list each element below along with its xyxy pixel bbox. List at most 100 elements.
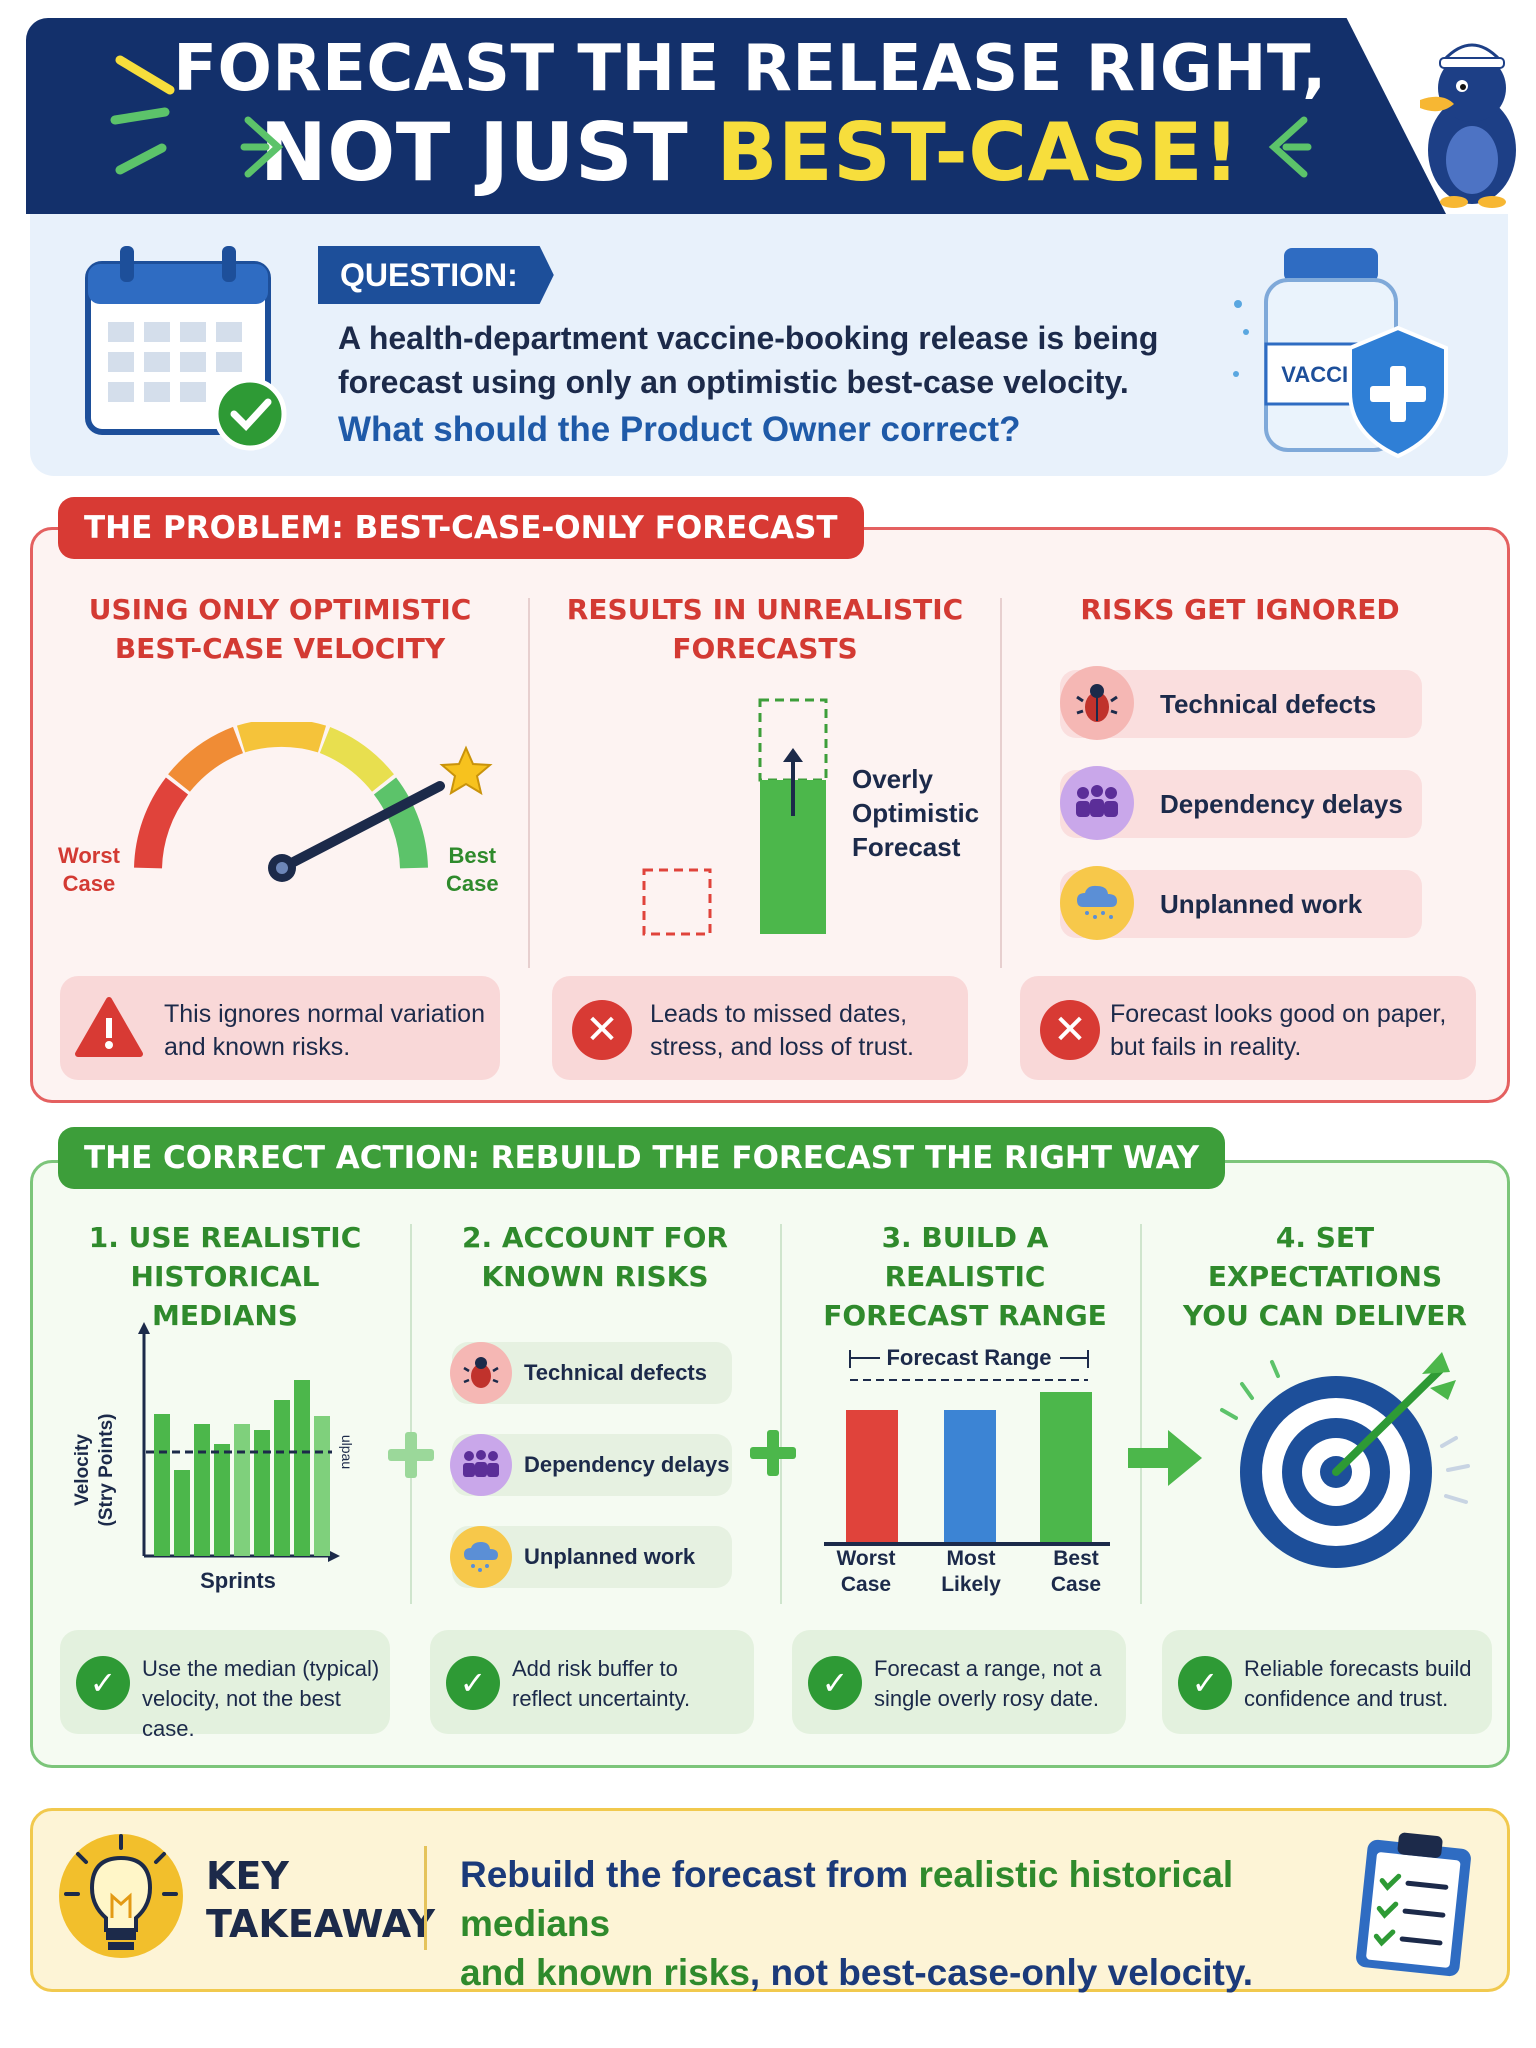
problem-col3-heading: RISKS GET IGNORED [1080,593,1400,626]
title-plain: NOT JUST [259,106,717,199]
check-icon: ✓ [76,1656,130,1710]
bug-icon [1060,666,1134,740]
median-label: ulpau [339,1435,355,1469]
best-case-label: Best Case [446,842,499,898]
x-axis-label: Sprints [200,1568,276,1593]
note-text: Use the median (typical) velocity, not t… [142,1654,390,1744]
note-line: Use the median (typical) [142,1656,380,1681]
divider [410,1224,412,1604]
tick-label-most-likely: Most Likely [931,1546,1011,1598]
plus-icon [388,1432,434,1478]
best-case-bar [1040,1392,1092,1544]
heading-line: 2. ACCOUNT FOR [462,1221,728,1254]
note-text: Leads to missed dates, stress, and loss … [650,998,914,1064]
sparkle-icon [110,55,175,175]
note-line: confidence and trust. [1244,1686,1449,1711]
key-takeaway-label: KEY TAKEAWAY [206,1852,435,1948]
check-icon: ✓ [808,1656,862,1710]
question-label: QUESTION: [318,246,554,304]
people-group-icon [1060,766,1134,840]
page-title-line2: NOT JUST BEST-CASE! [0,106,1500,199]
divider [780,1224,782,1604]
divider [424,1846,427,1950]
heading-line: 1. USE REALISTIC [88,1221,362,1254]
check-icon: ✓ [1178,1656,1232,1710]
label-line: Best [448,843,497,868]
question-ask: What should the Product Owner correct? [338,410,1021,449]
note-line: velocity, not the best case. [142,1686,341,1741]
tick-line: Most [946,1547,996,1570]
y-axis-label-line2: (Stry Points) [96,1414,117,1527]
chevron-right-icon [240,116,284,178]
divider [528,598,530,968]
velocity-bars [154,1380,330,1556]
header-banner [26,18,1446,214]
note-line: This ignores normal variation [164,1000,485,1028]
x-icon: ✕ [1040,1000,1100,1060]
divider [1000,598,1002,968]
note-text: Reliable forecasts build confidence and … [1244,1654,1471,1714]
takeaway-highlight: realistic historical medians [460,1854,1234,1944]
y-axis-label-line1: Velocity [72,1434,93,1506]
check-icon: ✓ [446,1656,500,1710]
note-line: and known risks. [164,1033,351,1061]
forecast-range-label: Forecast Range [886,1345,1051,1370]
label-line: Forecast [852,832,961,862]
key-takeaway-text: Rebuild the forecast from realistic hist… [460,1850,1340,1997]
action-section-title: THE CORRECT ACTION: REBUILD THE FORECAST… [58,1127,1226,1189]
risk-label: Unplanned work [1160,888,1363,919]
risk-label: Unplanned work [524,1544,696,1569]
note-line: stress, and loss of trust. [650,1033,914,1061]
step4-heading: 4. SET EXPECTATIONS YOU CAN DELIVER [1160,1218,1490,1335]
risk-label: Dependency delays [1160,788,1403,819]
worst-case-label: Worst Case [58,842,120,898]
step3-note: ✓ Forecast a range, not a single overly … [792,1630,1126,1734]
problem-section-title: THE PROBLEM: BEST-CASE-ONLY FORECAST [58,497,864,559]
problem-note-3: ✕ Forecast looks good on paper, but fail… [1020,976,1476,1080]
question-text: A health-department vaccine-booking rele… [338,316,1218,452]
note-line: but fails in reality. [1110,1033,1302,1061]
note-line: Reliable forecasts build [1244,1656,1472,1681]
heading-line: KNOWN RISKS [481,1260,709,1293]
page-title-line1: FORECAST THE RELEASE RIGHT, [173,32,1327,106]
heading-line: USING ONLY OPTIMISTIC [88,593,472,626]
question-body: A health-department vaccine-booking rele… [338,320,1159,400]
problem-col2-heading: RESULTS IN UNREALISTIC FORECASTS [555,590,975,668]
calendar-icon [85,246,287,451]
forecast-range-chart: Forecast Range [824,1345,1110,1546]
label-line: Overly [852,764,933,794]
note-line: Forecast a range, not a [874,1656,1102,1681]
heading-line: 4. SET EXPECTATIONS [1207,1221,1443,1293]
note-text: This ignores normal variation and known … [164,998,485,1064]
people-group-icon [450,1434,512,1496]
step1-heading: 1. USE REALISTIC HISTORICAL MEDIANS [60,1218,390,1335]
heading-line: FORECASTS [672,632,858,665]
takeaway-text-part: , not best-case-only velocity. [749,1952,1253,1993]
x-icon: ✕ [572,1000,632,1060]
tick-label-best: Best Case [1036,1546,1116,1598]
step1-note: ✓ Use the median (typical) velocity, not… [60,1630,390,1741]
note-text: Forecast looks good on paper, but fails … [1110,998,1446,1064]
problem-col1-heading: USING ONLY OPTIMISTIC BEST-CASE VELOCITY [60,590,500,668]
label-line: TAKEAWAY [206,1902,435,1946]
forecast-range-axis-labels: Worst Case Most Likely Best Case [826,1546,1116,1598]
step2-note: ✓ Add risk buffer to reflect uncertainty… [430,1630,754,1734]
plus-icon [750,1430,796,1476]
step3-heading: 3. BUILD A REALISTIC FORECAST RANGE [800,1218,1130,1335]
risk-label: Technical defects [524,1360,707,1385]
tick-line: Case [840,1573,892,1596]
heading-line: HISTORICAL MEDIANS [130,1260,320,1332]
note-line: Add risk buffer to [512,1656,678,1681]
velocity-bar-chart: Velocity (Stry Points) ulpau Sprints [72,1322,355,1593]
storm-cloud-icon [450,1526,512,1588]
risk-label: Dependency delays [524,1452,730,1477]
heading-line: YOU CAN DELIVER [1183,1299,1467,1332]
optimistic-bar-icon [642,698,828,936]
duck-mascot-icon [1420,43,1516,208]
lightbulb-icon [59,1834,183,1958]
tick-label-worst: Worst Case [826,1546,906,1598]
vaccine-shield-icon: VACCINE [1233,248,1448,459]
key-takeaway-panel [30,1808,1510,1992]
clipboard-checklist-icon [1356,1832,1471,1977]
step4-note: ✓ Reliable forecasts build confidence an… [1162,1630,1492,1734]
